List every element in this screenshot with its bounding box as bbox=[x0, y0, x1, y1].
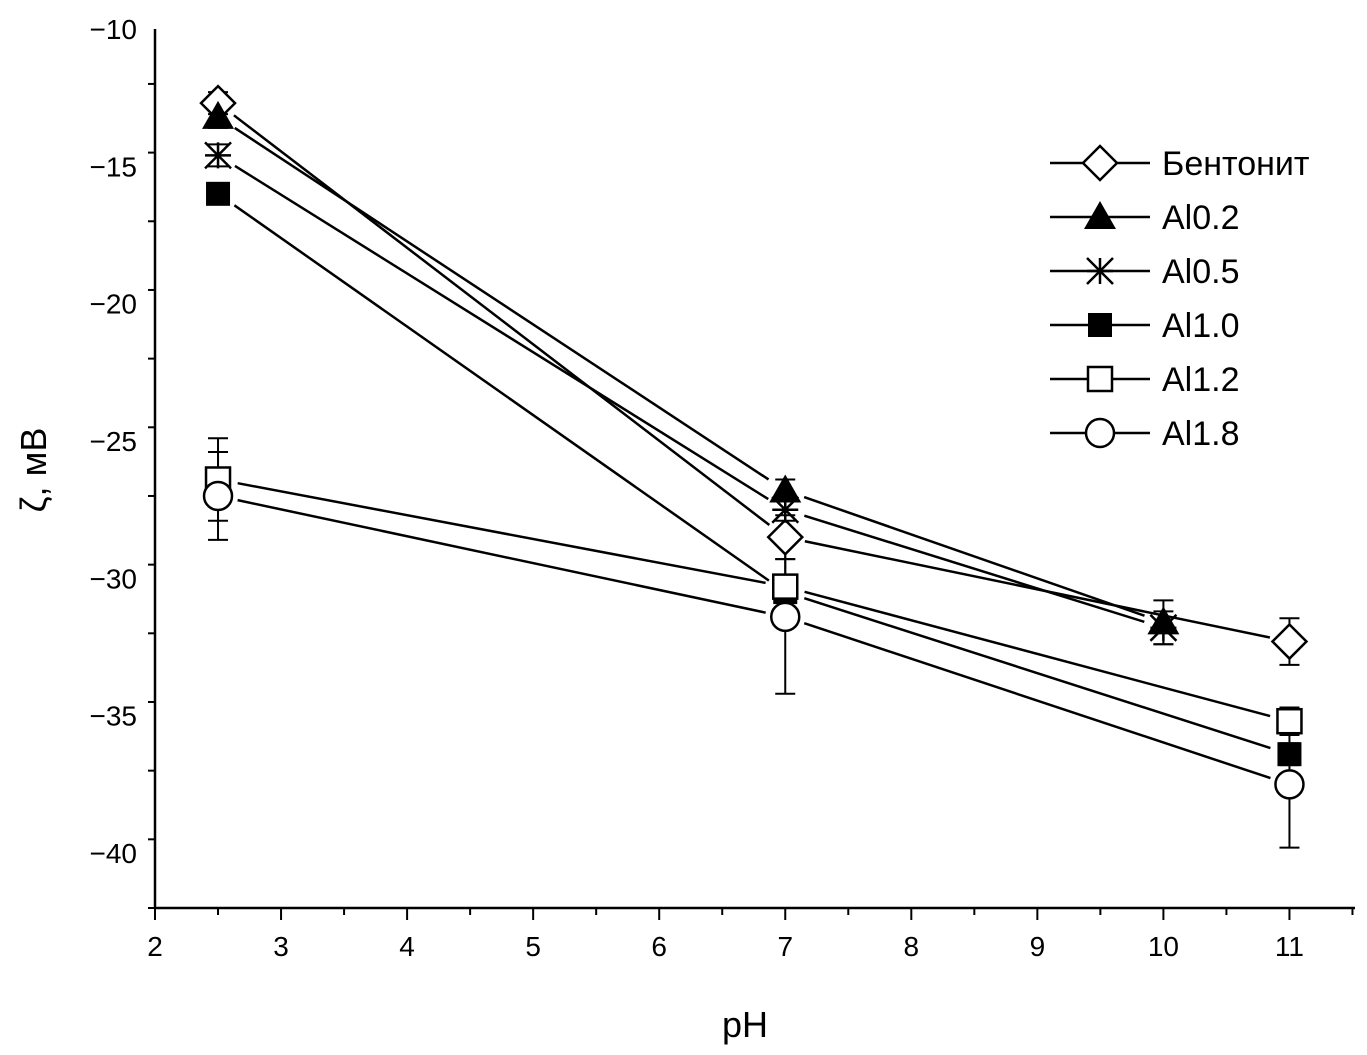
asterisk-stroke bbox=[1086, 257, 1114, 285]
series-line-segment bbox=[803, 597, 1271, 750]
y-axis-label: ζ, мВ bbox=[13, 428, 54, 513]
square-filled-marker bbox=[1088, 313, 1112, 337]
legend: Бентонит Al0.2 Al0.5 Al1.0 Al1.2 Al1.8 bbox=[1050, 144, 1309, 453]
x-tick-label: 2 bbox=[147, 931, 163, 962]
legend-label: Al1.2 bbox=[1162, 361, 1240, 399]
square-shape bbox=[1088, 313, 1112, 337]
x-tick-label: 11 bbox=[1275, 931, 1304, 962]
legend-entry: Al1.2 bbox=[1050, 361, 1240, 399]
asterisk-stroke bbox=[1149, 613, 1178, 642]
triangle-shape bbox=[769, 474, 802, 503]
square-filled-marker bbox=[206, 181, 231, 206]
legend-label: Al1.0 bbox=[1162, 307, 1240, 345]
square-shape bbox=[1277, 742, 1302, 767]
x-tick-label: 9 bbox=[1030, 931, 1046, 962]
legend-entry: Al0.2 bbox=[1050, 199, 1240, 237]
triangle-filled-marker bbox=[202, 100, 235, 129]
axes: 2 3 4 5 6 7 8 9 10 11 −10 −15 −20 −25 −30 −35 −40 bbox=[90, 14, 1355, 962]
y-tick-label: −20 bbox=[90, 289, 138, 320]
square-shape bbox=[1086, 365, 1114, 393]
y-tick-label: −35 bbox=[90, 701, 138, 732]
legend-entry: Al0.5 bbox=[1050, 253, 1240, 291]
x-tick-label: 10 bbox=[1148, 931, 1179, 962]
asterisk-marker bbox=[1086, 257, 1114, 285]
square-shape bbox=[1276, 707, 1303, 735]
series-line-segment bbox=[803, 514, 1145, 624]
diamond-shape bbox=[766, 518, 805, 556]
asterisk-marker bbox=[1149, 613, 1178, 642]
circle-shape bbox=[202, 480, 234, 512]
y-tick-label: −10 bbox=[90, 14, 138, 45]
triangle-filled-marker bbox=[769, 474, 802, 503]
square-shape bbox=[772, 573, 799, 600]
legend-label: Al0.5 bbox=[1162, 253, 1240, 291]
series-Al0.2 bbox=[208, 104, 1174, 646]
markers-Al1.0 bbox=[206, 181, 1302, 767]
asterisk-marker bbox=[204, 141, 232, 170]
x-tick-label: 5 bbox=[525, 931, 541, 962]
series-line-segment bbox=[803, 495, 1145, 617]
circle-open-marker bbox=[770, 601, 801, 633]
series-line-segment bbox=[234, 164, 769, 501]
legend-entry: Бентонит bbox=[1050, 144, 1309, 183]
y-tick-label: −25 bbox=[90, 426, 138, 457]
triangle-shape bbox=[1084, 201, 1116, 229]
asterisk-stroke bbox=[771, 495, 800, 524]
legend-label: Бентонит bbox=[1162, 145, 1309, 183]
legend-entry: Al1.8 bbox=[1050, 415, 1240, 453]
diamond-open-marker bbox=[766, 518, 805, 556]
triangle-shape bbox=[202, 100, 235, 129]
square-open-marker bbox=[1276, 707, 1303, 735]
circle-open-marker bbox=[202, 480, 234, 512]
legend-entry: Al1.0 bbox=[1050, 307, 1240, 345]
square-open-marker bbox=[1086, 365, 1114, 393]
x-tick-label: 6 bbox=[651, 931, 667, 962]
series-line-segment bbox=[237, 481, 766, 585]
x-tick-label: 4 bbox=[399, 931, 415, 962]
triangle-filled-marker bbox=[1084, 201, 1116, 229]
series-line-segment bbox=[803, 621, 1271, 780]
x-tick-label: 3 bbox=[273, 931, 289, 962]
series-Al1.8 bbox=[208, 451, 1300, 849]
circle-shape bbox=[1274, 769, 1305, 800]
series-Al1.2 bbox=[208, 437, 1300, 736]
asterisk-marker bbox=[771, 495, 800, 524]
y-tick-label: −15 bbox=[90, 151, 138, 182]
x-tick-label: 8 bbox=[904, 931, 920, 962]
y-tick-label: −30 bbox=[90, 563, 138, 594]
series-line-segment bbox=[237, 498, 766, 614]
markers-Бентонит bbox=[199, 84, 1309, 661]
series-line-segment bbox=[233, 114, 771, 527]
circle-open-marker bbox=[1084, 417, 1116, 449]
markers-Al1.2 bbox=[204, 466, 1303, 735]
diamond-shape bbox=[1081, 144, 1119, 182]
diamond-shape bbox=[1270, 622, 1309, 661]
square-open-marker bbox=[772, 573, 799, 600]
x-tick-label: 7 bbox=[777, 931, 793, 962]
series-line-segment bbox=[234, 126, 770, 481]
square-shape bbox=[206, 181, 231, 206]
x-axis-label: pH bbox=[722, 1004, 768, 1045]
circle-shape bbox=[770, 601, 801, 633]
legend-label: Al0.2 bbox=[1162, 199, 1240, 237]
circle-open-marker bbox=[1274, 769, 1305, 800]
square-filled-marker bbox=[1277, 742, 1302, 767]
asterisk-stroke bbox=[204, 141, 232, 170]
legend-label: Al1.8 bbox=[1162, 415, 1240, 453]
circle-shape bbox=[1084, 417, 1116, 449]
diamond-open-marker bbox=[1270, 622, 1309, 661]
series-Al1.0 bbox=[208, 184, 1300, 767]
markers-Al0.5 bbox=[204, 141, 1178, 642]
diamond-open-marker bbox=[1081, 144, 1119, 182]
markers-Al0.2 bbox=[202, 100, 1180, 635]
y-tick-label: −40 bbox=[90, 838, 138, 869]
series-line-segment bbox=[233, 204, 770, 582]
plot-area bbox=[199, 84, 1309, 849]
series-line-segment bbox=[804, 590, 1271, 718]
markers-Al1.8 bbox=[202, 480, 1305, 800]
